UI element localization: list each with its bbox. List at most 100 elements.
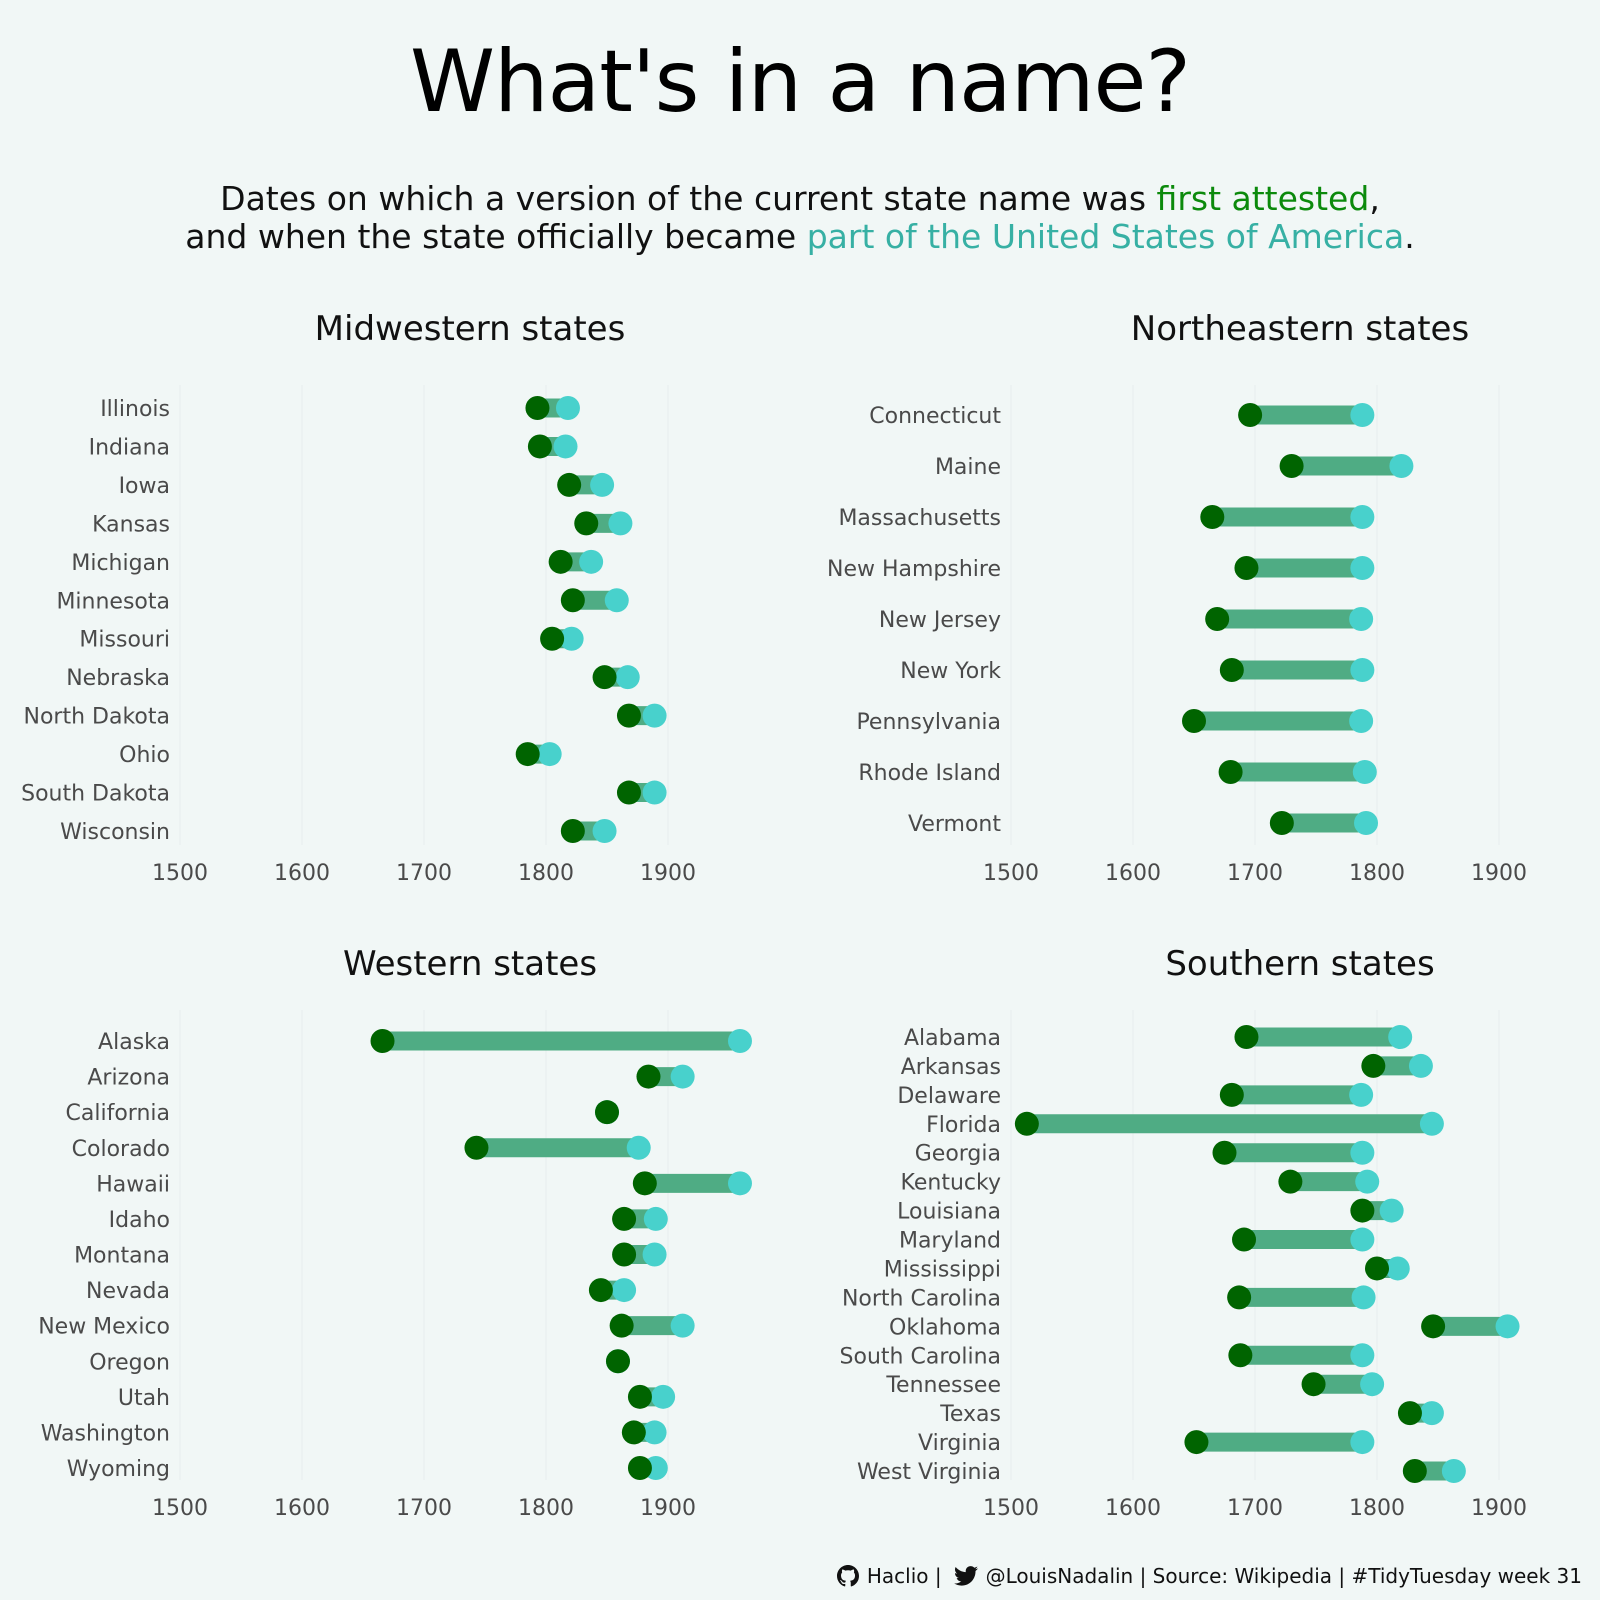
state-label: Texas [939,1402,1001,1427]
admitted-point [559,626,584,651]
state-label: West Virginia [857,1460,1001,1485]
first-attested-point [616,703,641,728]
first-attested-point [1278,1169,1303,1194]
first-attested-point [612,1206,637,1231]
state-label: Delaware [897,1084,1001,1109]
admitted-point [1354,811,1379,835]
state-label: Nevada [86,1279,170,1304]
admitted-point [1350,658,1375,682]
x-tick-label: 1500 [152,861,208,886]
first-attested-point [560,588,585,613]
state-label: South Dakota [21,782,170,807]
admitted-point [1419,1111,1444,1136]
state-label: Tennessee [885,1373,1001,1398]
x-tick-label: 1600 [274,1496,330,1521]
first-attested-point [609,1313,634,1338]
first-attested-point [1218,760,1243,784]
subtitle-line1-prefix: Dates on which a version of the current … [220,179,1157,218]
state-label: Rhode Island [858,761,1001,786]
state-label: Nebraska [66,666,170,691]
state-label: Hawaii [96,1172,170,1197]
first-attested-point [1402,1459,1427,1483]
first-attested-point [1205,607,1230,631]
state-label: New Jersey [879,608,1001,633]
x-tick-label: 1800 [1349,1496,1405,1521]
first-attested-point [1361,1053,1386,1078]
x-tick-label: 1600 [274,861,330,886]
admitted-point [727,1171,752,1196]
admitted-point [1351,1285,1376,1310]
state-label: Arizona [87,1066,170,1091]
admitted-point [1350,1140,1375,1165]
first-attested-point [1301,1372,1326,1397]
admitted-point [555,396,580,420]
state-label: Kansas [92,512,170,537]
footer-credits[interactable]: @LouisNadalin | Source: Wikipedia | #Tid… [985,1564,1582,1588]
first-attested-point [1234,1025,1259,1049]
github-icon[interactable] [836,1565,859,1587]
state-label: Wisconsin [60,820,170,845]
twitter-icon[interactable] [953,1566,978,1586]
admitted-point [642,780,667,805]
admitted-point [642,1420,667,1445]
state-label: Missouri [79,628,170,653]
footer-github[interactable]: Haclio | [866,1564,942,1588]
x-tick-label: 1900 [1471,1496,1527,1521]
panel-title: Northeastern states [1131,309,1469,349]
admitted-point [1350,556,1375,580]
first-attested-point [1184,1430,1209,1455]
admitted-point [1349,1082,1374,1107]
subtitle-line2-prefix: and when the state officially became [185,217,807,256]
state-label: Arkansas [901,1055,1001,1080]
admitted-point [592,819,617,843]
state-label: Florida [926,1113,1001,1138]
first-attested-point [1279,454,1304,478]
state-label: Montana [74,1244,170,1269]
state-label: Oregon [89,1350,170,1375]
state-label: Mississippi [884,1257,1001,1282]
first-attested-point [525,396,550,420]
admitted-point [1408,1053,1433,1078]
x-tick-label: 1500 [152,1496,208,1521]
admitted-point [1389,454,1414,478]
x-tick-label: 1700 [1227,861,1283,886]
x-tick-label: 1600 [1105,1496,1161,1521]
panel-title: Midwestern states [315,309,626,349]
state-label: Pennsylvania [856,710,1001,735]
admitted-point [670,1313,695,1338]
state-label: Illinois [100,397,170,422]
state-label: North Carolina [842,1286,1001,1311]
admitted-point [537,742,562,767]
first-attested-point [1212,1140,1237,1165]
first-attested-point [627,1456,652,1480]
panel-title: Western states [343,944,597,984]
state-label: Alabama [904,1026,1001,1051]
first-attested-point [574,511,599,536]
state-label: Maine [935,455,1001,480]
first-attested-point [1234,556,1259,580]
state-label: Kentucky [901,1171,1001,1196]
state-label: New York [900,659,1001,684]
admitted-point [651,1384,676,1409]
x-tick-label: 1500 [983,1496,1039,1521]
first-attested-point [527,434,552,459]
first-attested-point [1227,1285,1252,1310]
state-label: Vermont [908,812,1001,837]
x-tick-label: 1500 [983,861,1039,886]
first-attested-point [636,1064,661,1089]
first-attested-point [560,819,585,843]
first-attested-point [1014,1111,1039,1136]
state-label: Utah [118,1386,170,1411]
admitted-point [1350,403,1375,427]
first-attested-point [1232,1227,1257,1252]
first-attested-point [1182,709,1206,733]
admitted-point [1350,505,1375,529]
state-label: Idaho [109,1208,170,1233]
admitted-point [643,1206,668,1231]
state-label: Georgia [915,1142,1001,1167]
admitted-point [1349,607,1374,631]
state-label: Louisiana [897,1200,1001,1225]
first-attested-point [1200,505,1225,529]
state-label: Iowa [119,474,170,499]
